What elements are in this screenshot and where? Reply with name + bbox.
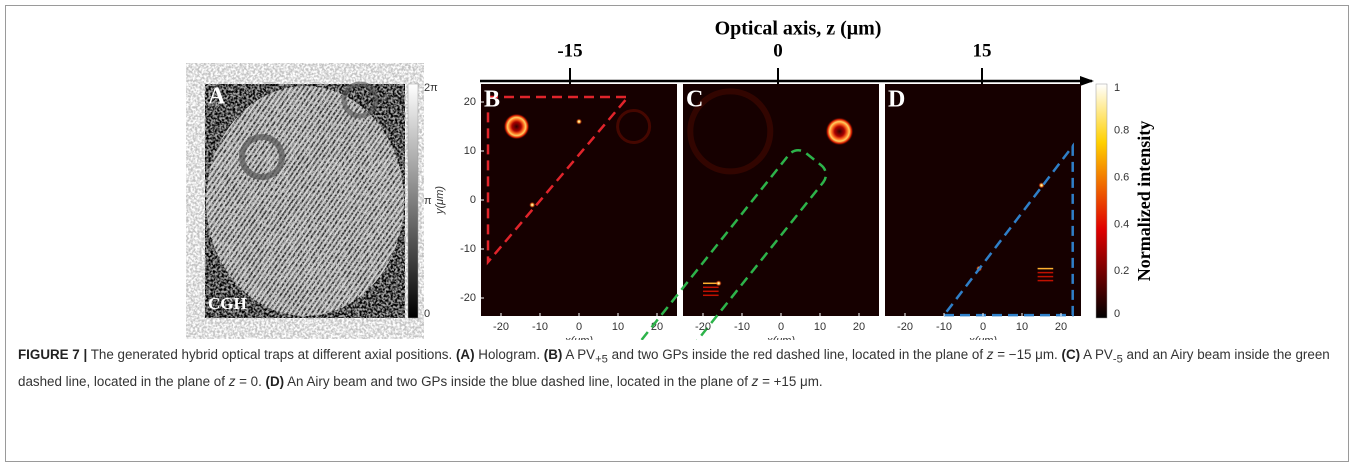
caption-text: = +15 μm. bbox=[758, 373, 823, 389]
faint-ring bbox=[616, 109, 652, 144]
caption-text: (C) bbox=[1061, 347, 1081, 362]
hologram-ring bbox=[239, 134, 285, 180]
caption-text: -5 bbox=[1112, 353, 1123, 366]
x-tick-label: -10 bbox=[532, 321, 548, 333]
figure: Optical axis, z (μm) A CGH Normalized in… bbox=[205, 18, 1154, 340]
caption-text: A PV bbox=[562, 347, 596, 362]
caption: FIGURE 7 | The generated hybrid optical … bbox=[18, 344, 1336, 393]
caption-text: The generated hybrid optical traps at di… bbox=[87, 347, 456, 362]
airy-spot bbox=[715, 280, 722, 287]
x-tick-label: -20 bbox=[897, 321, 913, 333]
x-tick-label: -20 bbox=[695, 321, 711, 333]
caption-text: = 0. bbox=[235, 373, 266, 389]
caption-text: and two GPs inside the red dashed line, … bbox=[607, 347, 987, 362]
caption-text: +5 bbox=[595, 353, 608, 366]
caption-text: and an Airy beam inside the green dashed… bbox=[18, 347, 1330, 389]
caption-text: z bbox=[751, 373, 759, 389]
x-axis-label: x(μm) bbox=[564, 335, 593, 340]
colorbar-tick-label: π bbox=[424, 195, 432, 207]
y-tick-label: 20 bbox=[464, 96, 476, 108]
x-tick-label: 0 bbox=[778, 321, 784, 333]
colorbar-tick-label: 0.2 bbox=[1114, 265, 1129, 277]
y-tick-label: 0 bbox=[470, 194, 476, 206]
axis-tick-label: 0 bbox=[773, 40, 783, 61]
colorbar-tick-label: 1 bbox=[1114, 82, 1120, 94]
colorbar-tick-label: 2π bbox=[424, 82, 438, 94]
panel-label: D bbox=[888, 87, 905, 113]
axis-tick-label: 15 bbox=[973, 40, 992, 61]
x-tick-label: 0 bbox=[980, 321, 986, 333]
caption-text: z bbox=[986, 347, 994, 362]
hologram-ring bbox=[341, 81, 379, 119]
colorbar-tick-label: 0.8 bbox=[1114, 125, 1129, 137]
colorbar-tick-label: 0 bbox=[1114, 308, 1120, 320]
gaussian-spot bbox=[576, 118, 582, 125]
intensity-map bbox=[683, 84, 879, 316]
y-tick-label: 10 bbox=[464, 145, 476, 157]
caption-text: A PV bbox=[1080, 347, 1113, 362]
panel-label: B bbox=[484, 87, 500, 113]
gaussian-spot bbox=[529, 201, 536, 208]
x-axis-label: x(μm) bbox=[766, 335, 795, 340]
caption-text: = −15 μm. bbox=[993, 347, 1062, 362]
x-tick-label: 20 bbox=[853, 321, 865, 333]
x-tick-label: -20 bbox=[493, 321, 509, 333]
intensity-colorbar bbox=[1095, 83, 1108, 319]
y-tick-label: -10 bbox=[460, 243, 476, 255]
caption-text: An Airy beam and two GPs inside the blue… bbox=[284, 373, 752, 389]
caption-text: FIGURE 7 | bbox=[18, 347, 88, 362]
figure-frame bbox=[5, 5, 1349, 462]
caption-text: (A) bbox=[455, 347, 475, 362]
panel-label: C bbox=[686, 87, 703, 113]
x-tick-label: 0 bbox=[576, 321, 582, 333]
vortex-ring bbox=[503, 113, 530, 140]
caption-text: (D) bbox=[265, 373, 285, 389]
colorbar-tick-label: 0.4 bbox=[1114, 218, 1129, 230]
y-tick-label: -20 bbox=[460, 292, 476, 304]
axis-title: Optical axis, z (μm) bbox=[715, 18, 882, 40]
x-tick-label: -10 bbox=[936, 321, 952, 333]
dashed-outline bbox=[637, 149, 828, 340]
caption-text: z bbox=[228, 373, 236, 389]
dashed-outline bbox=[486, 95, 631, 266]
x-tick-label: 10 bbox=[814, 321, 826, 333]
hologram-name: CGH bbox=[208, 294, 247, 313]
x-tick-label: 20 bbox=[1055, 321, 1067, 333]
x-axis-label: x(μm) bbox=[968, 335, 997, 340]
hologram-noise bbox=[206, 86, 404, 316]
axis-tick-label: -15 bbox=[557, 40, 582, 61]
dashed-outline bbox=[941, 142, 1074, 317]
phase-colorbar bbox=[407, 83, 419, 319]
caption-text: (B) bbox=[543, 347, 563, 362]
y-axis-label: y(μm) bbox=[434, 186, 446, 215]
faint-ring bbox=[687, 88, 774, 175]
colorbar-label: Normalized intensity bbox=[1134, 121, 1154, 281]
x-tick-label: 10 bbox=[1016, 321, 1028, 333]
x-tick-label: 10 bbox=[612, 321, 624, 333]
panel-label: A bbox=[208, 84, 226, 110]
colorbar-tick-label: 0.6 bbox=[1114, 172, 1129, 184]
x-tick-label: -10 bbox=[734, 321, 750, 333]
colorbar-tick-label: 0 bbox=[424, 308, 430, 320]
caption-text: Hologram. bbox=[474, 347, 544, 362]
vortex-ring bbox=[825, 117, 854, 146]
